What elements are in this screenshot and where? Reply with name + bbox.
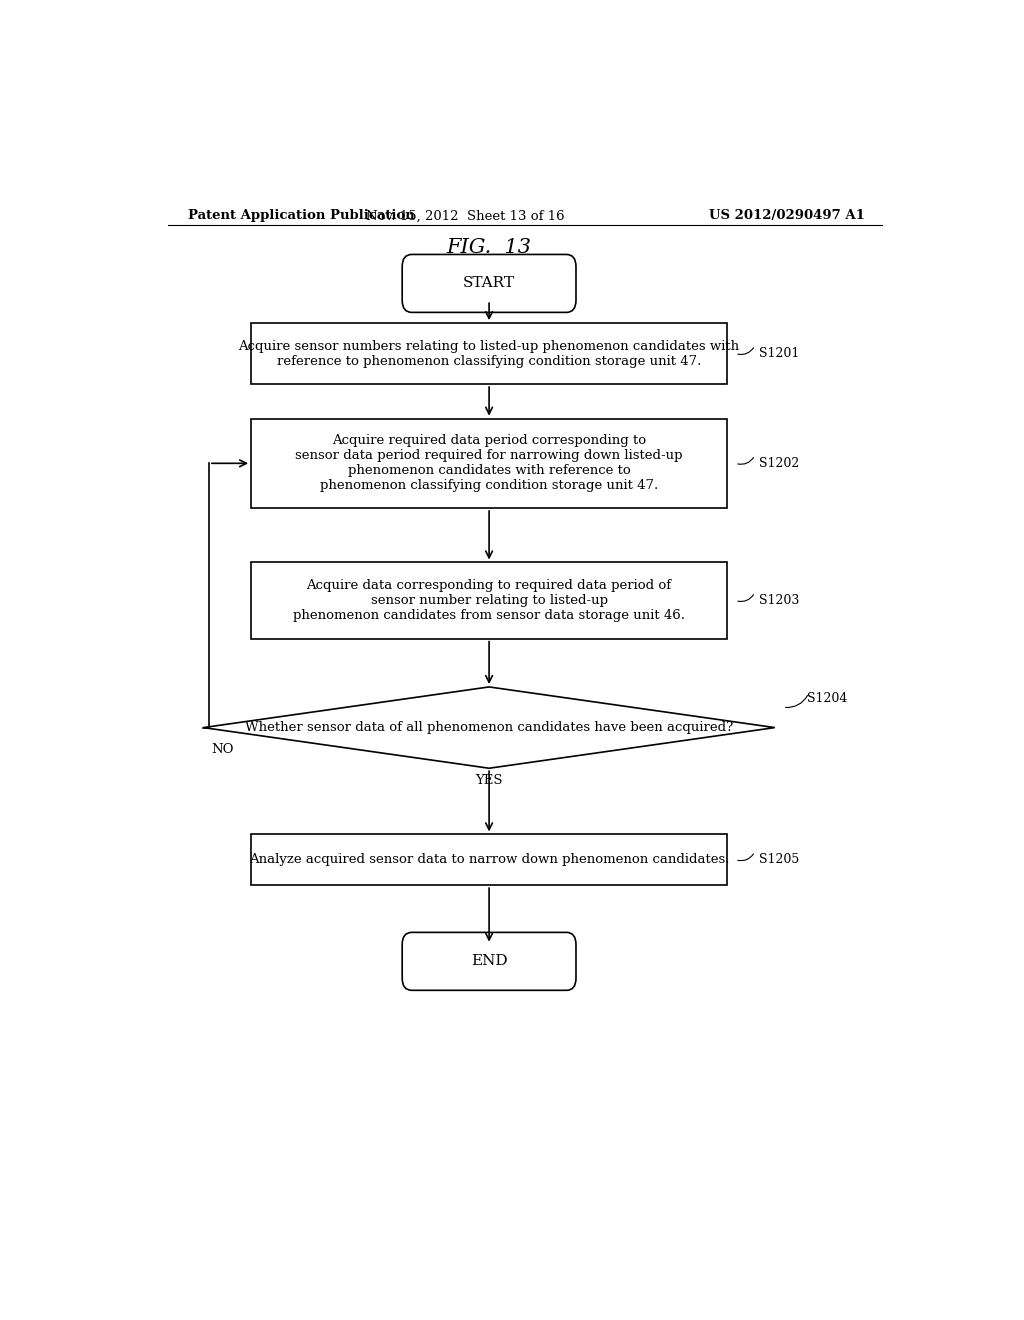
Bar <box>251 418 727 508</box>
Text: Patent Application Publication: Patent Application Publication <box>187 210 415 222</box>
Text: YES: YES <box>475 774 503 787</box>
FancyBboxPatch shape <box>402 255 575 313</box>
Text: Acquire required data period corresponding to
sensor data period required for na: Acquire required data period correspondi… <box>295 434 683 492</box>
Text: S1204: S1204 <box>807 692 847 705</box>
Bar <box>251 562 727 639</box>
Text: NO: NO <box>211 743 233 756</box>
Text: FIG.  13: FIG. 13 <box>446 239 531 257</box>
Text: S1201: S1201 <box>759 347 800 360</box>
Text: Analyze acquired sensor data to narrow down phenomenon candidates.: Analyze acquired sensor data to narrow d… <box>249 853 729 866</box>
Text: START: START <box>463 276 515 290</box>
FancyBboxPatch shape <box>402 932 575 990</box>
Text: Acquire sensor numbers relating to listed-up phenomenon candidates with
referenc: Acquire sensor numbers relating to liste… <box>239 339 739 367</box>
Bar <box>251 834 727 886</box>
Text: Acquire data corresponding to required data period of
sensor number relating to : Acquire data corresponding to required d… <box>293 579 685 622</box>
Text: S1205: S1205 <box>759 853 799 866</box>
Bar <box>251 323 727 384</box>
Polygon shape <box>204 686 775 768</box>
Text: Whether sensor data of all phenomenon candidates have been acquired?: Whether sensor data of all phenomenon ca… <box>245 721 733 734</box>
Text: END: END <box>471 954 508 969</box>
Text: S1202: S1202 <box>759 457 799 470</box>
Text: Nov. 15, 2012  Sheet 13 of 16: Nov. 15, 2012 Sheet 13 of 16 <box>366 210 564 222</box>
Text: S1203: S1203 <box>759 594 800 607</box>
Text: US 2012/0290497 A1: US 2012/0290497 A1 <box>709 210 864 222</box>
